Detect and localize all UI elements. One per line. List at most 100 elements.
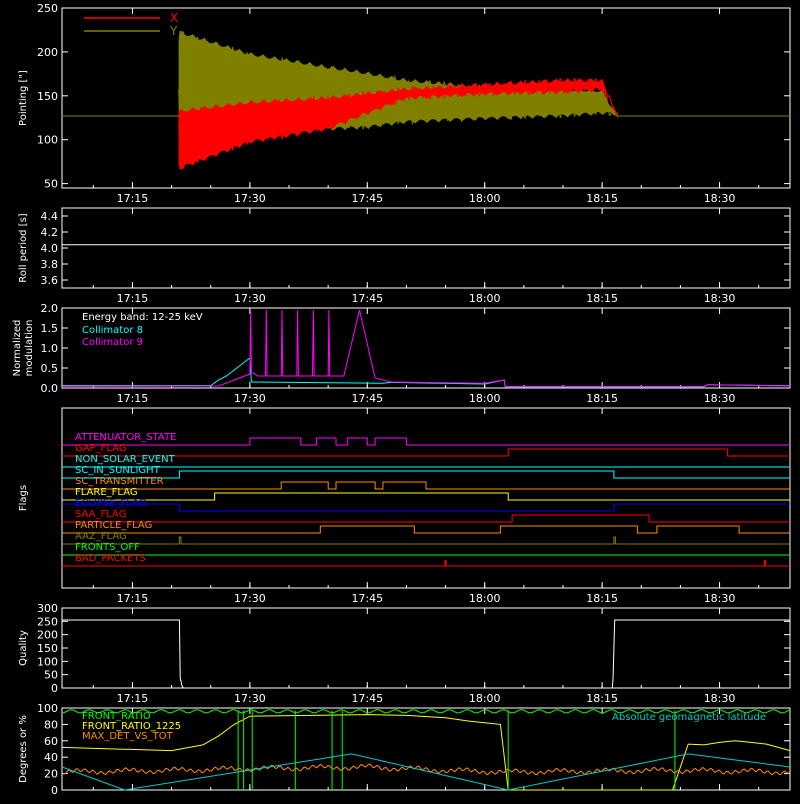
flag-label: BAD_PACKETS bbox=[75, 553, 146, 564]
quality-ytick-label: 0 bbox=[51, 682, 58, 695]
flag-label: FRONTS_OFF bbox=[75, 542, 140, 553]
roll-frame bbox=[61, 207, 791, 289]
modulation-xtick-label: 17:15 bbox=[117, 392, 149, 405]
geometry-ytick-label: 0 bbox=[51, 784, 58, 797]
flag-trace-ECLIPSE_FLAG bbox=[62, 503, 790, 512]
flag-trace-SAA_FLAG bbox=[62, 514, 790, 523]
modulation-ytick-label: 1.0 bbox=[41, 342, 59, 355]
flag-trace-SC_IN_SUNLIGHT bbox=[62, 470, 790, 479]
modulation-legend-title: Energy band: 12-25 keV bbox=[82, 312, 203, 323]
geometry-legend-item: FRONT_RATIO bbox=[82, 711, 151, 722]
flag-label: SC_TRANSMITTER bbox=[75, 476, 164, 487]
geometry-ytick-label: 40 bbox=[44, 751, 58, 764]
flag-trace-PARTICLE_FLAG bbox=[62, 525, 790, 534]
modulation-xtick-label: 18:00 bbox=[469, 392, 501, 405]
flags-xtick-label: 18:00 bbox=[469, 592, 501, 605]
geometry-ytick-label: 60 bbox=[44, 735, 58, 748]
geometry-ylabel: Degrees or % bbox=[18, 715, 29, 783]
roll-xtick-label: 17:15 bbox=[117, 292, 149, 305]
modulation-xtick-label: 17:45 bbox=[351, 392, 383, 405]
roll-ytick-label: 3.6 bbox=[41, 274, 59, 287]
modulation-ylabel: Normalized bbox=[12, 320, 23, 377]
quality-ytick-label: 250 bbox=[37, 615, 58, 628]
quality-xtick-label: 18:15 bbox=[586, 692, 618, 705]
quality-xtick-label: 18:00 bbox=[469, 692, 501, 705]
flag-label: AAZ_FLAG bbox=[75, 531, 127, 542]
quality-xtick-label: 17:45 bbox=[351, 692, 383, 705]
geometry-legend-item: MAX_DET_VS_TOT bbox=[82, 731, 174, 742]
flag-trace-ATTENUATOR_STATE bbox=[62, 437, 790, 446]
quality-series bbox=[62, 619, 790, 689]
flags-xtick-label: 18:30 bbox=[704, 592, 736, 605]
roll-ytick-label: 4.4 bbox=[41, 210, 59, 223]
pointing-legend-label-Y: Y bbox=[169, 24, 178, 38]
geometry-frame bbox=[61, 707, 791, 791]
flag-trace-FLARE_FLAG bbox=[62, 492, 790, 501]
roll-ylabel: Roll period [s] bbox=[18, 213, 29, 282]
geometry-legend-item: FRONT_RATIO_1225 bbox=[82, 721, 181, 732]
roll-xtick-label: 18:15 bbox=[586, 292, 618, 305]
pointing-ytick-label: 200 bbox=[37, 46, 58, 59]
pointing-series-X bbox=[178, 78, 619, 169]
geometry-series-Absolute-geomagnetic-latitude bbox=[61, 753, 791, 791]
geometry-series-FRONT_RATIO_1225 bbox=[61, 714, 791, 791]
quality-ytick-label: 300 bbox=[37, 602, 58, 615]
quality-xtick-label: 18:30 bbox=[704, 692, 736, 705]
modulation-ylabel: modulation bbox=[24, 320, 35, 377]
roll-xtick-label: 18:00 bbox=[469, 292, 501, 305]
geometry-series-FRONT_RATIO bbox=[61, 709, 791, 714]
roll-xtick-label: 17:45 bbox=[351, 292, 383, 305]
roll-ytick-label: 4.0 bbox=[41, 242, 59, 255]
pointing-legend-label-X: X bbox=[170, 11, 178, 25]
flag-label: PARTICLE_FLAG bbox=[75, 520, 152, 531]
pointing-band-X bbox=[178, 78, 618, 170]
geometry-series-MAX_DET_VS_TOT bbox=[61, 763, 791, 776]
flag-trace-AAZ_FLAG bbox=[62, 536, 790, 545]
modulation-xtick-label: 18:30 bbox=[704, 392, 736, 405]
pointing-ytick-label: 250 bbox=[37, 2, 58, 15]
flag-label: SC_IN_SUNLIGHT bbox=[75, 465, 161, 476]
pointing-ytick-label: 50 bbox=[44, 178, 58, 191]
flags-xtick-label: 17:15 bbox=[117, 592, 149, 605]
pointing-xtick-label: 18:00 bbox=[469, 192, 501, 205]
pointing-frame bbox=[61, 7, 791, 189]
pointing-ytick-label: 100 bbox=[37, 134, 58, 147]
pointing-xtick-label: 18:30 bbox=[704, 192, 736, 205]
roll-ytick-label: 3.8 bbox=[41, 258, 59, 271]
quality-ylabel: Quality bbox=[18, 630, 29, 666]
quality-ytick-label: 150 bbox=[37, 642, 58, 655]
quality-xtick-label: 17:30 bbox=[234, 692, 266, 705]
roll-xtick-label: 18:30 bbox=[704, 292, 736, 305]
flag-label: SAA_FLAG bbox=[75, 509, 126, 520]
quality-ytick-label: 100 bbox=[37, 655, 58, 668]
pointing-xtick-label: 17:15 bbox=[117, 192, 149, 205]
modulation-legend-item: Collimator 8 bbox=[82, 325, 143, 336]
modulation-ytick-label: 1.5 bbox=[41, 322, 59, 335]
flags-xtick-label: 17:30 bbox=[234, 592, 266, 605]
flags-xtick-label: 17:45 bbox=[351, 592, 383, 605]
modulation-ytick-label: 0.5 bbox=[41, 362, 59, 375]
flags-frame bbox=[61, 407, 791, 589]
quality-xtick-label: 17:15 bbox=[117, 692, 149, 705]
roll-xtick-label: 17:30 bbox=[234, 292, 266, 305]
roll-ytick-label: 4.2 bbox=[41, 226, 59, 239]
quality-ytick-label: 50 bbox=[44, 669, 58, 682]
modulation-ytick-label: 0.0 bbox=[41, 382, 59, 395]
geometry-ytick-label: 80 bbox=[44, 718, 58, 731]
flag-trace-SC_TRANSMITTER bbox=[62, 481, 790, 490]
flag-label: ATTENUATOR_STATE bbox=[75, 432, 176, 443]
flags-xtick-label: 18:15 bbox=[586, 592, 618, 605]
modulation-ytick-label: 2.0 bbox=[41, 302, 59, 315]
modulation-xtick-label: 17:30 bbox=[234, 392, 266, 405]
geometry-annotation: Absolute geomagnetic latitude bbox=[612, 712, 766, 723]
modulation-legend-item: Collimator 9 bbox=[82, 337, 143, 348]
flag-label: GAP_FLAG bbox=[75, 443, 127, 454]
pointing-xtick-label: 18:15 bbox=[586, 192, 618, 205]
quality-ytick-label: 200 bbox=[37, 629, 58, 642]
flags-ylabel: Flags bbox=[18, 485, 29, 511]
pointing-ytick-label: 150 bbox=[37, 90, 58, 103]
geometry-ytick-label: 20 bbox=[44, 768, 58, 781]
flag-label: NON_SOLAR_EVENT bbox=[75, 454, 176, 465]
flag-trace-GAP_FLAG bbox=[62, 448, 790, 457]
